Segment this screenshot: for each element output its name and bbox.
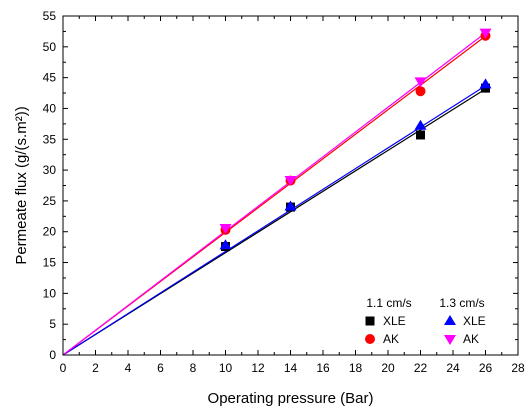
x-tick-label: 6 [157,361,164,375]
x-tick-label: 12 [251,361,265,375]
data-point [284,175,297,186]
y-axis-title: Permeate flux (g/(s.m²)) [13,106,30,264]
data-point [416,130,425,140]
x-tick-label: 20 [381,361,395,375]
legend-marker [365,334,375,344]
data-point [284,200,297,211]
x-tick-label: 18 [349,361,363,375]
x-tick-label: 0 [60,361,67,375]
legend-marker [444,335,456,345]
y-tick-label: 15 [43,256,57,270]
data-point [219,224,232,235]
y-tick-label: 0 [49,348,56,362]
y-tick-label: 20 [43,225,57,239]
legend-label: XLE [383,314,406,328]
legend-label: XLE [463,314,486,328]
legend-marker [444,315,456,325]
x-tick-label: 28 [511,361,525,375]
legend-group-title: 1.1 cm/s [366,296,411,310]
x-tick-label: 22 [414,361,428,375]
legend-label: AK [383,332,399,346]
y-tick-label: 5 [49,317,56,331]
axis-ticks: 0 2 4 6 8 10 12 14 16 18 20 22 24 26 28051015202530354… [43,9,525,375]
y-tick-label: 55 [43,9,57,23]
legend-label: AK [463,332,479,346]
y-tick-label: 10 [43,286,57,300]
x-tick-label: 2 [92,361,99,375]
y-tick-label: 45 [43,71,57,85]
data-point [219,239,232,250]
legend-group-title: 1.3 cm/s [439,296,484,310]
x-tick-label: 4 [125,361,132,375]
x-tick-label: 24 [446,361,460,375]
x-tick-label: 16 [316,361,330,375]
y-tick-label: 25 [43,194,57,208]
data-point [479,78,492,89]
fit-lines [62,32,486,356]
data-point [414,77,427,88]
x-tick-label: 8 [190,361,197,375]
data-point [415,86,426,97]
x-tick-label: 14 [284,361,298,375]
fit-line-3 [62,32,486,356]
data-points [219,28,492,252]
legend: 1.1 cm/s 1.3 cm/s XLE AK XLE AK [365,296,486,346]
data-point [414,119,427,130]
legend-marker [365,316,375,326]
x-axis-title: Operating pressure (Bar) [208,390,374,407]
x-tick-label: 26 [479,361,493,375]
y-tick-label: 35 [43,132,57,146]
x-tick-label: 10 [219,361,233,375]
fit-line-2 [62,85,486,356]
y-tick-label: 50 [43,40,57,54]
data-point [479,28,492,39]
y-tick-label: 30 [43,163,57,177]
y-tick-label: 40 [43,101,57,115]
